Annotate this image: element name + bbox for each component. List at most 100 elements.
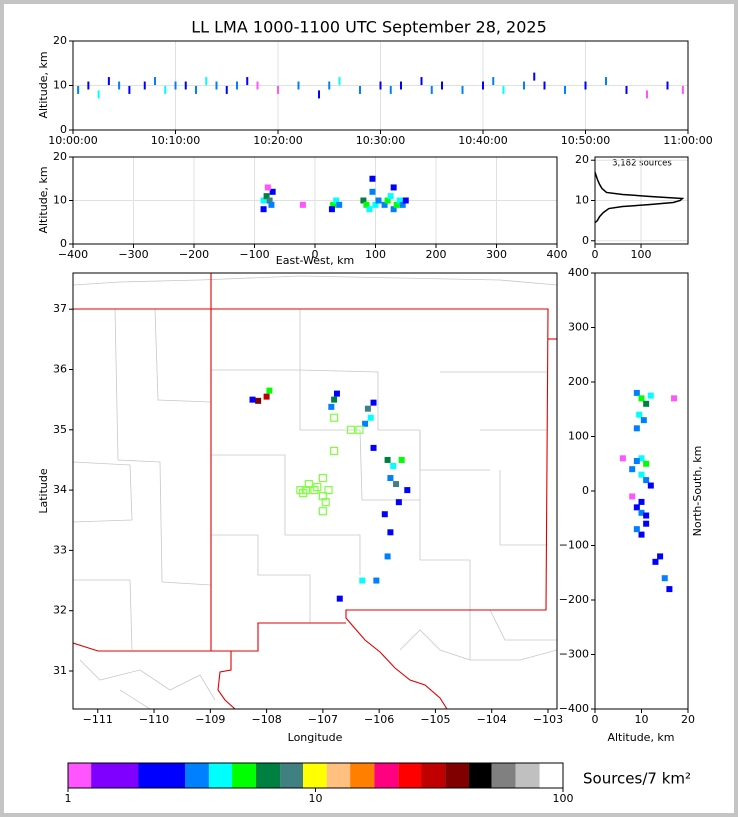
source-point	[375, 197, 382, 204]
y-axis-label: Altitude, km	[37, 166, 50, 233]
source-point	[398, 456, 405, 463]
source-point	[647, 392, 654, 399]
source-point	[263, 393, 270, 400]
source-point	[330, 201, 337, 208]
station	[330, 446, 339, 455]
source-point	[636, 411, 643, 418]
station	[310, 485, 319, 495]
axes-frame	[72, 272, 558, 710]
x-tick-label: 10	[635, 713, 649, 726]
source-point	[236, 81, 238, 90]
source-point	[671, 395, 678, 402]
source-point	[638, 509, 645, 516]
colorbar-label: Sources/7 km²	[583, 770, 691, 788]
source-point	[364, 405, 371, 412]
source-point	[638, 455, 645, 462]
source-point	[395, 499, 402, 506]
source-point	[369, 175, 376, 182]
source-point	[482, 81, 484, 90]
source-point	[390, 184, 397, 191]
source-point	[328, 81, 331, 90]
x-tick-label: 10	[309, 792, 323, 805]
x-tick-label: −109	[195, 713, 225, 726]
source-point	[215, 81, 218, 90]
county-line	[211, 534, 311, 623]
source-point	[399, 201, 406, 208]
source-point	[643, 520, 650, 527]
source-point	[387, 193, 394, 200]
source-point	[143, 81, 146, 90]
axes-frame	[594, 272, 689, 710]
county-line	[154, 308, 212, 403]
y-tick-label: −300	[559, 648, 589, 661]
station	[321, 498, 330, 507]
source-point	[366, 206, 373, 213]
colorbar-segment	[491, 763, 516, 788]
source-point	[174, 81, 177, 90]
colorbar-segment	[256, 763, 281, 788]
source-point	[264, 184, 271, 191]
source-point	[379, 81, 382, 90]
x-tick-label: 20	[681, 713, 695, 726]
source-point	[269, 188, 276, 195]
source-point	[643, 460, 650, 467]
source-point	[420, 77, 423, 86]
source-point	[387, 475, 394, 482]
source-point	[625, 85, 628, 94]
axes-frame	[72, 40, 689, 131]
y-tick-label: 10	[53, 194, 67, 207]
source-point	[523, 81, 525, 90]
y-tick-label: −400	[559, 702, 589, 715]
source-point	[396, 197, 403, 204]
x-tick-label: −104	[477, 713, 507, 726]
source-point	[107, 77, 110, 86]
y-tick-label: 10	[53, 79, 67, 92]
source-point	[643, 400, 650, 407]
colorbar-segment	[515, 763, 540, 788]
source-point	[184, 81, 187, 90]
colorbar-segment	[421, 763, 446, 788]
x-tick-label: 10:10:00	[151, 134, 200, 147]
source-point	[331, 396, 338, 403]
x-tick-label: 400	[547, 248, 568, 261]
y-tick-label: 35	[53, 423, 67, 436]
source-point	[318, 90, 320, 99]
x-tick-label: 10:00:00	[48, 134, 97, 147]
x-tick-label: −106	[364, 713, 394, 726]
map-boundaries	[73, 273, 557, 709]
colorbar-segment	[138, 763, 186, 788]
source-point	[652, 558, 659, 565]
source-point	[402, 197, 409, 204]
y-tick-label: 100	[568, 430, 589, 443]
source-point	[390, 206, 397, 213]
source-point	[336, 201, 343, 208]
source-point	[666, 586, 673, 593]
x-tick-label: 100	[631, 248, 652, 261]
source-point	[299, 201, 306, 208]
county-line	[489, 609, 557, 641]
county-line	[469, 610, 557, 661]
source-point	[260, 206, 267, 213]
source-point	[441, 81, 443, 90]
x-tick-label: 100	[553, 792, 574, 805]
y-tick-label: 20	[53, 34, 67, 47]
x-tick-label: −300	[118, 248, 148, 261]
colorbar-segment	[468, 763, 492, 788]
source-point	[384, 553, 391, 560]
x-axis-label: East-West, km	[276, 254, 354, 267]
source-point	[404, 487, 411, 494]
source-point	[638, 471, 645, 478]
source-point	[369, 188, 376, 195]
x-axis-label: Altitude, km	[607, 731, 674, 744]
colorbar-segment	[280, 763, 304, 788]
source-point	[381, 201, 388, 208]
y-tick-label: −100	[559, 539, 589, 552]
y-axis-label: Altitude, km	[37, 51, 50, 118]
source-point	[277, 85, 279, 94]
county-line	[499, 470, 548, 546]
source-point	[328, 206, 335, 213]
source-point	[328, 403, 335, 410]
y-tick-label: 200	[568, 375, 589, 388]
x-axis-label: Longitude	[288, 731, 343, 744]
